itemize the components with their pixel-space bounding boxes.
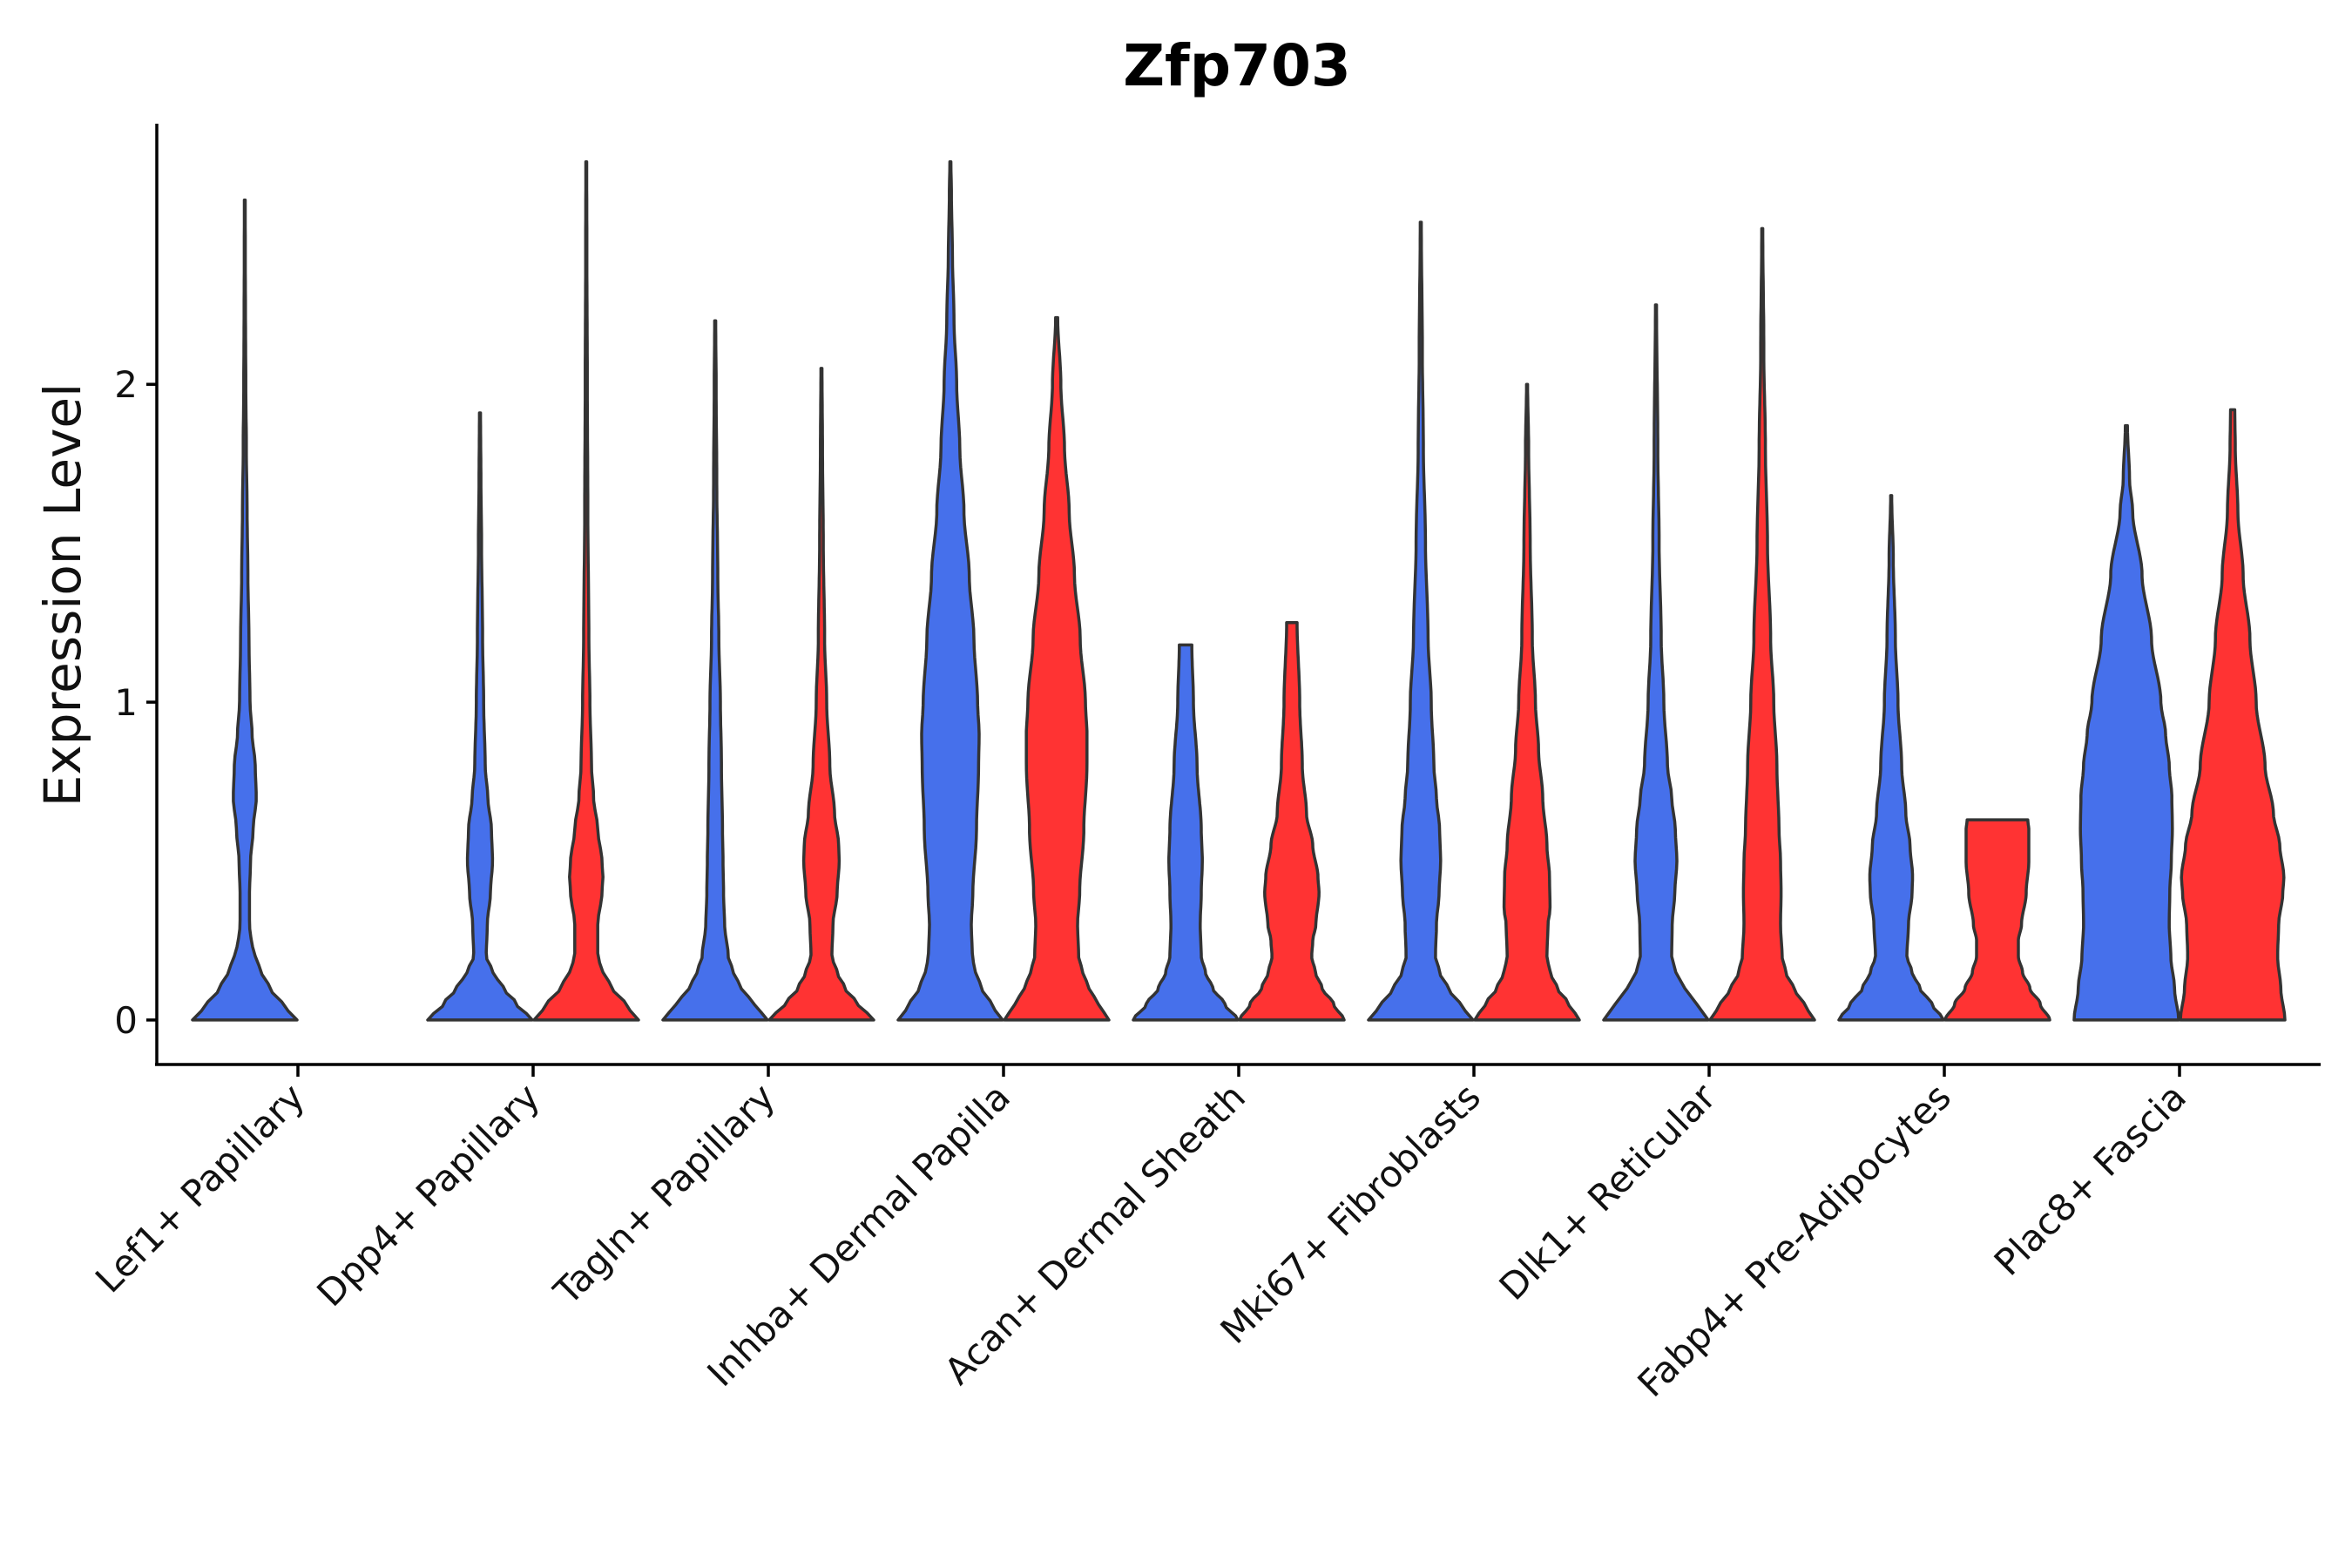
violins-layer <box>191 160 2287 1022</box>
violin-red-group-5 <box>1473 382 1581 1022</box>
y-tick-label: 0 <box>114 999 138 1042</box>
x-tick-label: Lef1+ Papillary <box>87 1075 313 1301</box>
violin-blue-group-7 <box>1837 494 1945 1022</box>
x-tick-label: Tagln+ Papillary <box>545 1075 783 1313</box>
violin-blue-group-1 <box>426 411 534 1022</box>
violin-red-group-3 <box>1003 315 1111 1022</box>
violin-red-group-1 <box>532 160 640 1022</box>
y-ticks: 0 1 2 <box>114 363 157 1042</box>
violin-blue-group-6 <box>1602 303 1710 1022</box>
x-tick-label: Mki67+ Fibroblasts <box>1213 1075 1489 1351</box>
violin-red-group-6 <box>1708 226 1816 1022</box>
violin-red-group-8 <box>2179 408 2287 1022</box>
violin-blue-group-8 <box>2072 423 2180 1022</box>
x-tick-label: Dlk1+ Reticular <box>1491 1075 1725 1308</box>
violin-blue-group-3 <box>896 160 1004 1022</box>
chart-title: Zfp703 <box>1123 32 1351 99</box>
violin-blue-group-4 <box>1132 643 1240 1022</box>
y-tick-label: 2 <box>114 363 138 406</box>
y-axis-label: Expression Level <box>33 383 92 807</box>
x-tick-label: Dpp4+ Papillary <box>308 1075 548 1315</box>
x-tick-label: Plac8+ Fascia <box>1986 1075 2194 1283</box>
violin-blue-group-2 <box>661 319 769 1022</box>
violin-red-group-2 <box>767 367 875 1022</box>
violin-blue-group-0 <box>191 198 299 1022</box>
violin-red-group-7 <box>1943 818 2051 1022</box>
violin-red-group-4 <box>1238 621 1346 1022</box>
y-tick-label: 1 <box>114 681 138 724</box>
violin-blue-group-5 <box>1367 220 1475 1022</box>
